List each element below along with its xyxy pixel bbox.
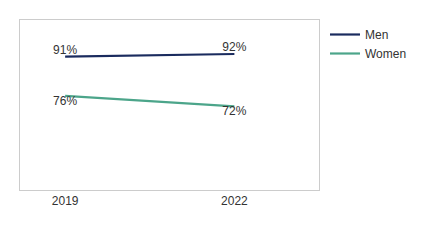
svg-text:92%: 92% (222, 40, 246, 54)
svg-text:Women: Women (365, 47, 406, 61)
svg-text:76%: 76% (53, 94, 77, 108)
svg-text:2019: 2019 (52, 194, 79, 208)
svg-text:Men: Men (365, 28, 388, 42)
svg-text:2022: 2022 (221, 194, 248, 208)
svg-text:91%: 91% (53, 43, 77, 57)
svg-text:72%: 72% (222, 104, 246, 118)
